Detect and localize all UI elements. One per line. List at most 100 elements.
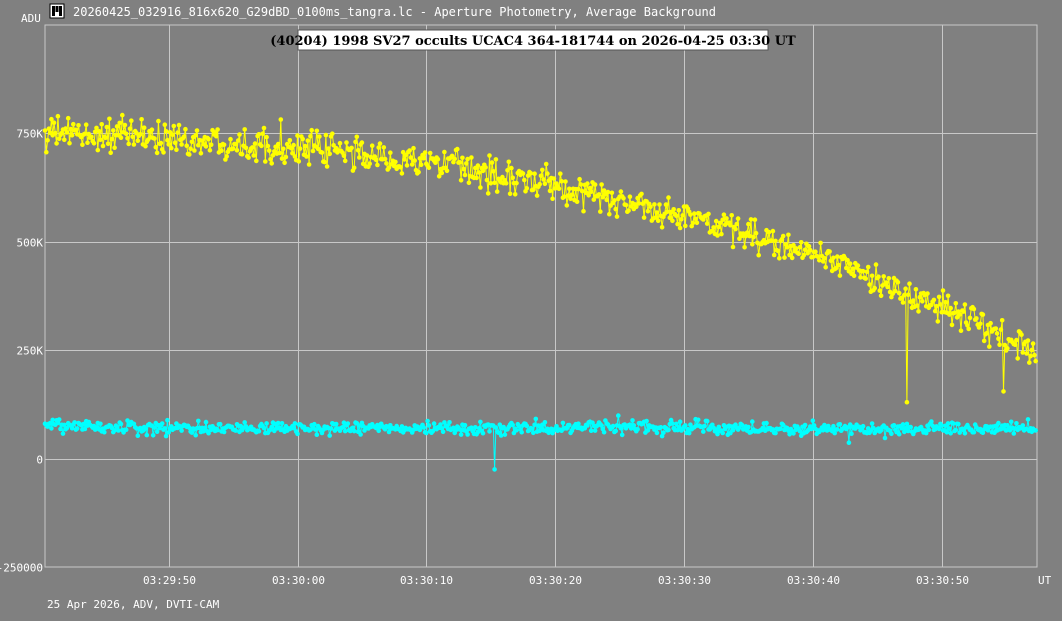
data-point	[579, 182, 584, 187]
data-point	[954, 301, 959, 306]
data-point	[469, 155, 474, 160]
data-point	[382, 145, 387, 150]
data-point	[490, 160, 495, 165]
data-point	[214, 134, 219, 139]
data-point	[893, 289, 898, 294]
data-point	[858, 275, 863, 280]
data-point	[988, 321, 993, 326]
data-point	[557, 186, 562, 191]
data-point	[117, 121, 122, 126]
data-point	[513, 192, 518, 197]
data-point	[773, 239, 778, 244]
data-point	[376, 429, 381, 434]
data-point	[374, 158, 379, 163]
data-point	[342, 154, 347, 159]
data-point	[53, 131, 58, 136]
data-point	[911, 298, 916, 303]
data-point	[611, 424, 616, 429]
data-point	[105, 125, 110, 130]
data-point	[320, 150, 325, 155]
data-point	[876, 274, 881, 279]
data-point	[458, 427, 463, 432]
data-point	[103, 135, 108, 140]
data-point	[670, 219, 675, 224]
data-point	[405, 163, 410, 168]
data-point	[537, 182, 542, 187]
data-point	[565, 203, 570, 208]
data-point	[279, 117, 284, 122]
data-point	[823, 265, 828, 270]
data-point	[652, 202, 657, 207]
data-point	[827, 249, 832, 254]
data-point	[545, 171, 550, 176]
data-point	[543, 420, 548, 425]
data-point	[870, 421, 875, 426]
data-point	[1009, 420, 1014, 425]
data-point	[747, 234, 752, 239]
data-point	[419, 163, 424, 168]
data-point	[264, 421, 269, 426]
data-point	[282, 161, 287, 166]
data-point	[974, 316, 979, 321]
data-point	[589, 189, 594, 194]
data-point	[367, 161, 372, 166]
data-point	[947, 426, 952, 431]
data-point	[295, 432, 300, 437]
data-point	[929, 419, 934, 424]
data-point	[920, 299, 925, 304]
data-point	[656, 218, 661, 223]
data-point	[945, 430, 950, 435]
data-point	[946, 421, 951, 426]
data-point	[916, 309, 921, 314]
data-point	[309, 128, 314, 133]
data-point	[514, 181, 519, 186]
data-point	[376, 145, 381, 150]
data-point	[541, 177, 546, 182]
data-point	[70, 133, 75, 138]
data-point	[251, 153, 256, 158]
data-point	[613, 207, 618, 212]
data-point	[483, 165, 488, 170]
data-point	[52, 120, 57, 125]
data-point	[295, 133, 300, 138]
data-point	[646, 209, 651, 214]
data-point	[985, 331, 990, 336]
data-point	[602, 430, 607, 435]
data-point	[432, 421, 437, 426]
data-point	[307, 162, 312, 167]
data-point	[447, 420, 452, 425]
data-point	[353, 140, 358, 145]
data-point	[260, 131, 265, 136]
data-point	[161, 150, 166, 155]
data-point	[455, 147, 460, 152]
data-point	[61, 431, 66, 436]
data-point	[742, 245, 747, 250]
data-point	[343, 429, 348, 434]
data-point	[905, 400, 910, 405]
data-point	[344, 140, 349, 145]
data-point	[567, 423, 572, 428]
data-point	[262, 426, 267, 431]
data-point	[597, 192, 602, 197]
data-point	[112, 145, 117, 150]
data-point	[552, 176, 557, 181]
data-point	[746, 425, 751, 430]
plot-border	[45, 25, 1037, 567]
data-point	[693, 217, 698, 222]
data-point	[237, 132, 242, 137]
series-group	[43, 113, 1038, 472]
data-point	[138, 132, 143, 137]
data-point	[525, 186, 530, 191]
tangra-logo-icon	[50, 4, 64, 18]
window-title-bar: 20260425_032916_816x620_G29dBD_0100ms_ta…	[50, 4, 716, 19]
data-point	[1032, 353, 1037, 358]
data-point	[782, 255, 787, 260]
data-point	[65, 130, 70, 135]
data-point	[530, 426, 535, 431]
data-point	[867, 282, 872, 287]
data-point	[711, 225, 716, 230]
chart-title-box: (40204) 1998 SV27 occults UCAC4 364-1817…	[270, 30, 796, 50]
data-point	[478, 420, 483, 425]
data-point	[236, 138, 241, 143]
data-point	[334, 422, 339, 427]
